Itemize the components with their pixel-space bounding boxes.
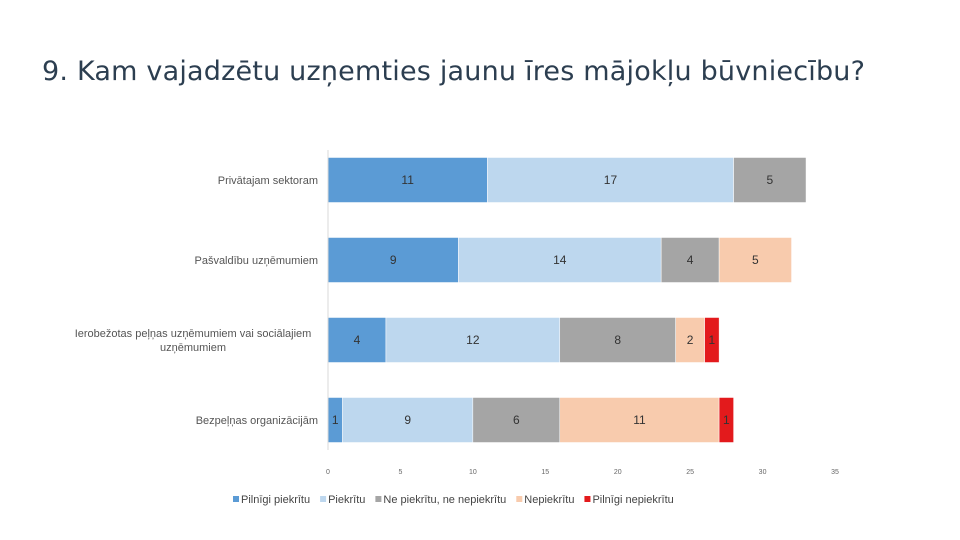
data-label: 11 [633, 413, 646, 427]
data-label: 6 [513, 413, 520, 427]
category-label: Pašvaldību uzņēmumiem [194, 255, 318, 267]
bar-segment [487, 157, 734, 203]
bar-segment [458, 237, 662, 283]
bar-segment [733, 157, 807, 203]
data-label: 1 [332, 413, 339, 427]
legend-swatch [584, 496, 591, 502]
legend-label: Pilnīgi piekrītu [241, 494, 310, 506]
data-label: 14 [553, 253, 567, 267]
legend-label: Ne piekrītu, ne nepiekrītu [383, 494, 506, 506]
bar-segment [327, 237, 459, 283]
bar-segment [704, 317, 720, 363]
data-label: 8 [614, 333, 621, 347]
bar-segment [660, 237, 720, 283]
legend-swatch [233, 496, 239, 502]
legend-label: Nepiekrītu [524, 494, 574, 506]
data-label: 4 [354, 333, 361, 347]
bar-segment [472, 397, 561, 443]
data-label: 11 [401, 173, 414, 187]
x-tick-label: 15 [541, 469, 549, 476]
data-label: 9 [390, 253, 397, 267]
bar-segment [675, 317, 705, 363]
x-tick-label: 35 [831, 469, 839, 476]
data-label: 1 [723, 413, 730, 427]
data-label: 5 [752, 253, 759, 267]
legend-label: Pilnīgi nepiekrītu [592, 494, 673, 506]
category-label: uzņēmumiem [160, 342, 226, 354]
data-label: 4 [687, 253, 694, 267]
data-label: 9 [404, 413, 411, 427]
bar-segment [559, 397, 720, 443]
category-label: Ierobežotas peļņas uzņēmumiem vai sociāl… [75, 328, 312, 340]
x-tick-label: 5 [398, 469, 402, 476]
x-tick-label: 20 [614, 469, 622, 476]
page-title: 9. Kam vajadzētu uzņemties jaunu īres mā… [42, 56, 866, 87]
bar-segment [718, 397, 734, 443]
data-label: 12 [466, 333, 480, 347]
data-label: 5 [766, 173, 773, 187]
x-tick-label: 0 [326, 469, 330, 476]
bar-segment [718, 237, 792, 283]
x-tick-label: 10 [469, 469, 477, 476]
legend-swatch [375, 496, 382, 502]
bar-segment [327, 157, 488, 203]
x-tick-label: 25 [686, 469, 694, 476]
category-label: Bezpeļņas organizācijām [196, 415, 318, 427]
data-label: 17 [604, 173, 618, 187]
x-tick-label: 30 [759, 469, 767, 476]
data-label: 1 [709, 333, 716, 347]
bar-segment [385, 317, 561, 363]
legend-swatch [516, 496, 523, 502]
bar-segment [559, 317, 676, 363]
category-label: Privātajam sektoram [218, 175, 318, 187]
data-label: 2 [687, 333, 694, 347]
legend-swatch [320, 496, 327, 502]
legend-label: Piekrītu [328, 494, 365, 506]
